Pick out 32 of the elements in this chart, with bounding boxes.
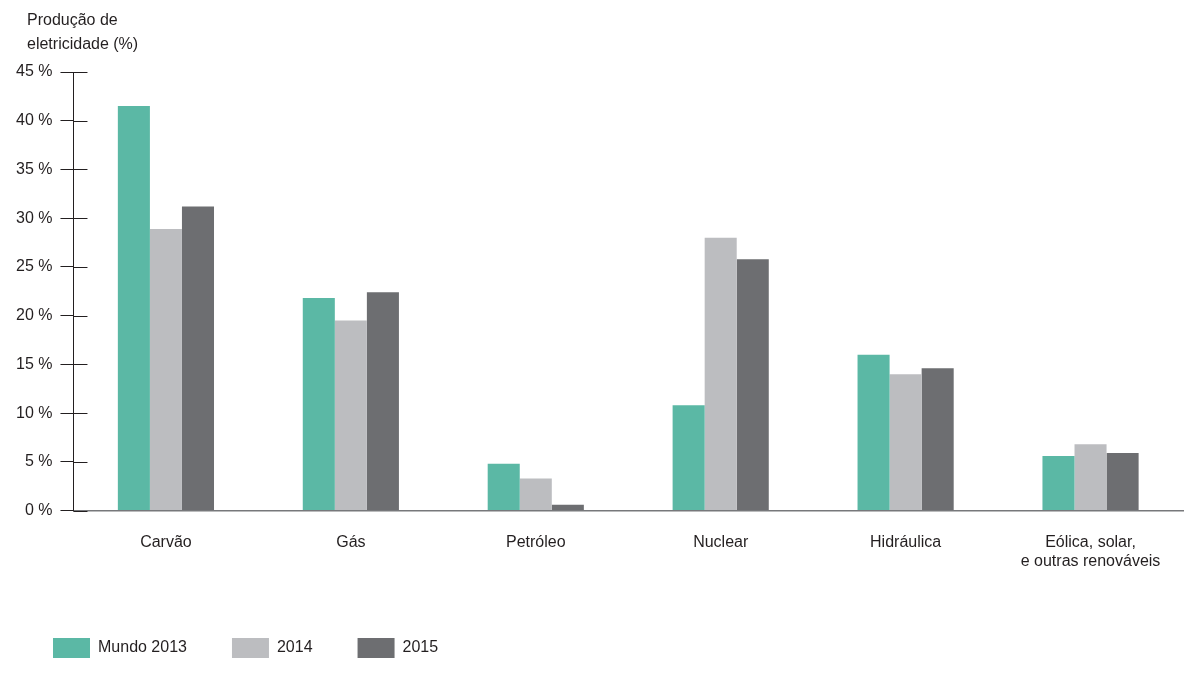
x-tick-label: Gás — [336, 532, 366, 550]
x-tick-label: Petróleo — [505, 532, 566, 550]
bar — [302, 298, 335, 511]
x-tick-label: Nuclear — [693, 532, 749, 550]
bar — [704, 237, 737, 511]
bar — [1074, 444, 1107, 511]
y-tick-label: 40 % — [16, 111, 53, 129]
y-tick-label: 10 % — [16, 403, 53, 421]
bar — [672, 405, 705, 511]
y-tick-label: 35 % — [16, 159, 53, 177]
bar — [1042, 456, 1075, 511]
x-tick-label: Hidráulica — [870, 532, 942, 550]
bar — [117, 106, 150, 511]
y-tick-label: 20 % — [16, 306, 53, 324]
bar — [487, 463, 520, 511]
x-tick-label: Eólica, solar, e outras renováveis — [1020, 532, 1161, 569]
bar — [334, 320, 367, 511]
y-tick-label: 5 % — [24, 452, 53, 470]
y-tick-label: 0 % — [24, 501, 53, 519]
x-tick-label: Carvão — [140, 532, 192, 550]
legend-label: Mundo 2013 — [98, 638, 188, 656]
bar — [889, 374, 922, 511]
y-tick-label: 15 % — [16, 354, 53, 372]
y-tick-label: 25 % — [16, 257, 53, 275]
bar — [857, 354, 890, 511]
legend-label: 2014 — [276, 638, 313, 656]
bar — [519, 478, 552, 511]
y-tick-label: 30 % — [16, 208, 53, 226]
y-tick-label: 45 % — [16, 62, 53, 80]
bar — [149, 228, 182, 511]
legend-label: 2015 — [402, 638, 439, 656]
y-axis-title: Produção de eletricidade (%) — [27, 10, 140, 54]
